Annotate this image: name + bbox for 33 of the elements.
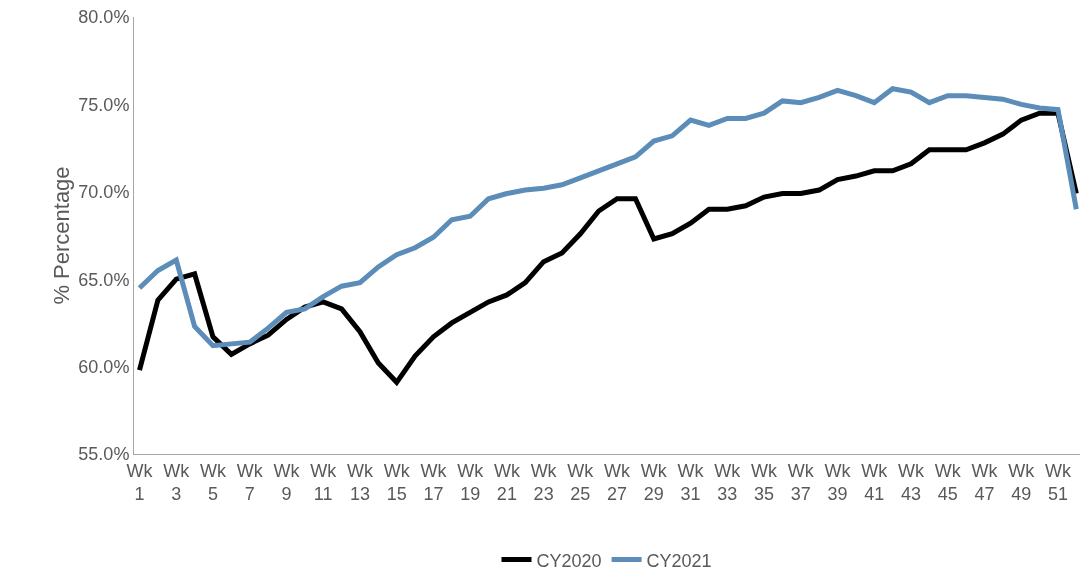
x-tick-label: Wk 35 bbox=[751, 460, 779, 504]
y-tick-label: 75.0% bbox=[78, 94, 130, 115]
x-tick-label: Wk 21 bbox=[493, 460, 521, 504]
x-tick-label: Wk 49 bbox=[1008, 460, 1036, 504]
x-tick-label: Wk 3 bbox=[163, 460, 191, 504]
x-tick-label: Wk 23 bbox=[530, 460, 558, 504]
x-tick-label: Wk 47 bbox=[971, 460, 999, 504]
x-tick-label: Wk 11 bbox=[310, 460, 338, 504]
x-tick-label: Wk 37 bbox=[787, 460, 815, 504]
x-tick-label: Wk 7 bbox=[236, 460, 264, 504]
y-tick-label: 60.0% bbox=[78, 356, 130, 377]
x-tick-label: Wk 13 bbox=[346, 460, 374, 504]
x-tick-label: Wk 19 bbox=[457, 460, 485, 504]
x-tick-label: Wk 5 bbox=[199, 460, 227, 504]
x-tick-label: Wk 9 bbox=[273, 460, 301, 504]
x-tick-label: Wk 45 bbox=[934, 460, 962, 504]
x-tick-label: Wk 43 bbox=[898, 460, 925, 504]
y-tick-label: 65.0% bbox=[78, 269, 130, 290]
x-tick-label: Wk 31 bbox=[677, 460, 705, 504]
legend-label: CY2020 bbox=[536, 550, 602, 571]
x-tick-label: Wk 27 bbox=[604, 460, 632, 504]
x-tick-label: Wk 41 bbox=[861, 460, 889, 504]
x-tick-label: Wk 29 bbox=[640, 460, 668, 504]
x-tick-label: Wk 39 bbox=[824, 460, 852, 504]
x-tick-label: Wk 25 bbox=[567, 460, 595, 504]
x-tick-label: Wk 33 bbox=[714, 460, 742, 504]
x-tick-label: Wk 51 bbox=[1044, 460, 1072, 504]
y-tick-label: 70.0% bbox=[78, 182, 130, 203]
x-tick-label: Wk 15 bbox=[383, 460, 411, 504]
legend-label: CY2021 bbox=[646, 550, 712, 571]
x-tick-label: Wk 17 bbox=[420, 460, 448, 504]
y-tick-label: 80.0% bbox=[78, 7, 130, 28]
y-axis-title: % Percentage bbox=[49, 166, 75, 305]
